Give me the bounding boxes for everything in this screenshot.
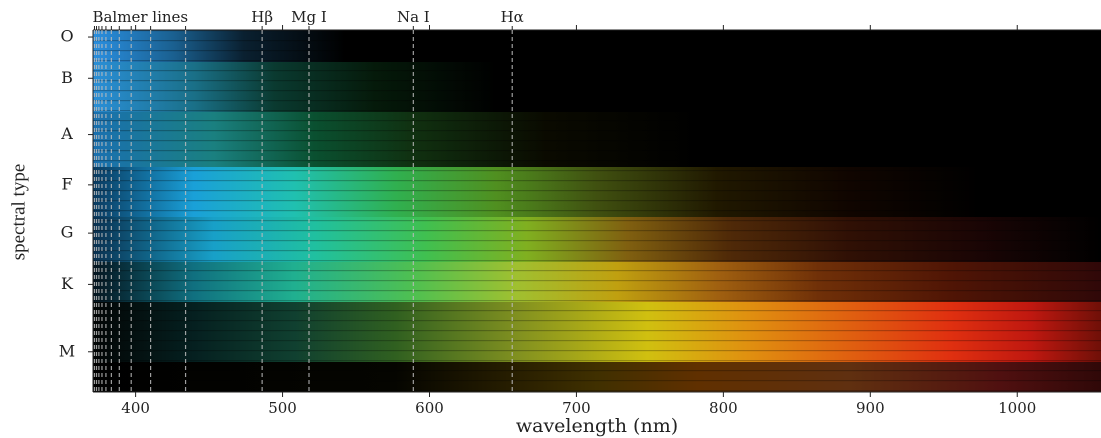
- spectra-image: [93, 30, 1101, 392]
- x-tick-label: 600: [415, 399, 444, 417]
- y-tick-label: M: [59, 341, 75, 360]
- x-tick-label: 800: [709, 399, 738, 417]
- x-tick-label: 400: [121, 399, 150, 417]
- line-label: Hα: [501, 8, 524, 26]
- line-label: Mg I: [291, 8, 327, 26]
- x-tick-label: 700: [562, 399, 591, 417]
- y-tick-label: K: [61, 274, 74, 293]
- y-tick-label: G: [61, 223, 74, 242]
- x-tick-label: 1000: [998, 399, 1036, 417]
- y-tick-label: A: [60, 124, 73, 143]
- line-label: Hβ: [251, 8, 273, 26]
- line-label: Balmer lines: [92, 8, 188, 26]
- line-label: Na I: [397, 8, 430, 26]
- x-tick-label: 900: [856, 399, 885, 417]
- y-axis-title: spectral type: [8, 164, 29, 261]
- x-tick-label: 500: [268, 399, 297, 417]
- y-tick-label: O: [60, 27, 73, 46]
- y-tick-label: B: [61, 68, 73, 87]
- x-axis-title: wavelength (nm): [516, 415, 678, 437]
- y-tick-label: F: [61, 174, 72, 193]
